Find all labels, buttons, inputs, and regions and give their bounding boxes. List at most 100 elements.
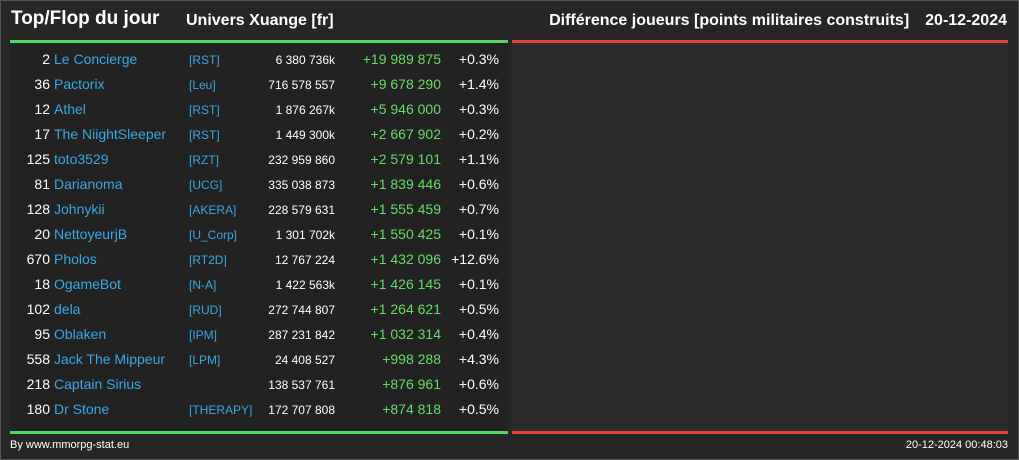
player-name-link[interactable]: OgameBot xyxy=(54,276,121,292)
alliance-tag-link[interactable]: [U_Corp] xyxy=(189,228,238,242)
table-row: 125 toto3529 [RZT] 232 959 860 +2 579 101 +1.… xyxy=(10,147,508,172)
flop-panel-bottom-bar xyxy=(512,431,1008,434)
alliance-tag-link[interactable]: [UCG] xyxy=(189,178,223,192)
player-diff: +2 579 101 xyxy=(370,151,441,167)
player-name-link[interactable]: Darianoma xyxy=(54,176,123,192)
player-rank: 36 xyxy=(34,76,50,92)
alliance-tag-link[interactable]: [AKERA] xyxy=(189,203,237,217)
player-percent: +1.1% xyxy=(458,151,499,167)
player-rank: 218 xyxy=(26,376,50,392)
player-total: 287 231 842 xyxy=(268,328,335,342)
alliance-tag-link[interactable]: [RST] xyxy=(189,103,220,117)
player-percent: +4.3% xyxy=(458,351,499,367)
player-diff: +1 426 145 xyxy=(370,276,441,292)
player-rank: 102 xyxy=(26,301,50,317)
player-percent: +1.4% xyxy=(458,76,499,92)
player-rank: 18 xyxy=(34,276,50,292)
alliance-tag-link[interactable]: [RUD] xyxy=(189,303,222,317)
player-name-link[interactable]: Dr Stone xyxy=(54,401,110,417)
top-panel-bottom-bar xyxy=(10,431,508,434)
table-row: 180 Dr Stone [THERAPY] 172 707 808 +874 818 +… xyxy=(10,397,508,422)
player-name-link[interactable]: Johnykii xyxy=(54,201,105,217)
table-row: 36 Pactorix [Leu] 716 578 557 +9 678 290 +1.4… xyxy=(10,72,508,97)
player-total: 6 380 736k xyxy=(275,53,335,67)
player-percent: +0.1% xyxy=(458,226,499,242)
player-diff: +1 264 621 xyxy=(370,301,441,317)
player-diff: +19 989 875 xyxy=(362,51,441,67)
player-percent: +0.1% xyxy=(458,276,499,292)
player-rank: 20 xyxy=(34,226,50,242)
table-row: 2 Le Concierge [RST] 6 380 736k +19 989 875 +… xyxy=(10,47,508,72)
player-diff: +5 946 000 xyxy=(370,101,441,117)
player-percent: +0.7% xyxy=(458,201,499,217)
player-rank: 2 xyxy=(42,51,50,67)
player-rank: 670 xyxy=(26,251,50,267)
player-percent: +0.6% xyxy=(458,376,499,392)
table-row: 558 Jack The Mippeur [LPM] 24 408 527 +998 2… xyxy=(10,347,508,372)
player-name-link[interactable]: Captain Sirius xyxy=(54,376,142,392)
alliance-tag-link[interactable]: [Leu] xyxy=(189,78,216,92)
player-name-link[interactable]: Athel xyxy=(54,101,86,117)
table-row: 81 Darianoma [UCG] 335 038 873 +1 839 446 +0.… xyxy=(10,172,508,197)
player-diff: +1 032 314 xyxy=(370,326,441,342)
flop-panel-top-bar xyxy=(512,40,1008,43)
alliance-tag-link[interactable]: [RST] xyxy=(189,53,220,67)
alliance-tag-link[interactable]: [RST] xyxy=(189,128,220,142)
table-row: 670 Pholos [RT2D] 12 767 224 +1 432 096 +12.6… xyxy=(10,247,508,272)
player-name-link[interactable]: Pholos xyxy=(54,251,97,267)
table-row: 102 dela [RUD] 272 744 807 +1 264 621 +0.5% xyxy=(10,297,508,322)
player-name-link[interactable]: Le Concierge xyxy=(54,51,138,67)
table-row: 128 Johnykii [AKERA] 228 579 631 +1 555 459 +… xyxy=(10,197,508,222)
universe-label: Univers Xuange [fr] xyxy=(186,12,334,29)
player-diff: +874 818 xyxy=(382,401,441,417)
player-rank: 81 xyxy=(34,176,50,192)
category-label: Différence joueurs [points militaires co… xyxy=(549,12,910,29)
player-total: 138 537 761 xyxy=(268,378,335,392)
player-percent: +0.2% xyxy=(458,126,499,142)
player-percent: +0.5% xyxy=(458,401,499,417)
player-total: 12 767 224 xyxy=(274,253,335,267)
player-total: 1 449 300k xyxy=(275,128,335,142)
alliance-tag-link[interactable]: [THERAPY] xyxy=(189,403,253,417)
player-diff: +998 288 xyxy=(382,351,441,367)
player-rank: 17 xyxy=(34,126,50,142)
table-row: 17 The NiightSleeper [RST] 1 449 300k +2 667… xyxy=(10,122,508,147)
player-total: 716 578 557 xyxy=(268,78,335,92)
player-name-link[interactable]: toto3529 xyxy=(54,151,109,167)
header-date: 20-12-2024 xyxy=(925,12,1007,29)
player-total: 172 707 808 xyxy=(268,403,335,417)
player-diff: +2 667 902 xyxy=(370,126,441,142)
player-rank: 125 xyxy=(26,151,50,167)
flop-panel xyxy=(512,43,1008,431)
alliance-tag-link[interactable]: [RT2D] xyxy=(189,253,227,267)
player-diff: +1 432 096 xyxy=(370,251,441,267)
player-total: 1 422 563k xyxy=(275,278,335,292)
player-total: 24 408 527 xyxy=(274,353,335,367)
player-name-link[interactable]: The NiightSleeper xyxy=(54,126,167,142)
player-percent: +0.5% xyxy=(458,301,499,317)
table-row: 12 Athel [RST] 1 876 267k +5 946 000 +0.3% xyxy=(10,97,508,122)
player-percent: +0.6% xyxy=(458,176,499,192)
alliance-tag-link[interactable]: [RZT] xyxy=(189,153,219,167)
player-diff: +1 839 446 xyxy=(370,176,441,192)
header-right: Différence joueurs [points militaires co… xyxy=(533,12,1007,30)
footer-timestamp: 20-12-2024 00:48:03 xyxy=(905,439,1008,451)
player-rank: 558 xyxy=(26,351,50,367)
player-name-link[interactable]: dela xyxy=(54,301,81,317)
player-total: 232 959 860 xyxy=(268,153,335,167)
player-name-link[interactable]: NettoyeurjB xyxy=(54,226,128,242)
player-percent: +0.3% xyxy=(458,51,499,67)
table-row: 18 OgameBot [N-A] 1 422 563k +1 426 145 +0.1% xyxy=(10,272,508,297)
player-name-link[interactable]: Pactorix xyxy=(54,76,105,92)
player-name-link[interactable]: Oblaken xyxy=(54,326,107,342)
player-total: 1 876 267k xyxy=(275,103,335,117)
player-total: 228 579 631 xyxy=(268,203,335,217)
player-total: 272 744 807 xyxy=(268,303,335,317)
player-diff: +876 961 xyxy=(382,376,441,392)
alliance-tag-link[interactable]: [N-A] xyxy=(189,278,217,292)
alliance-tag-link[interactable]: [IPM] xyxy=(189,328,218,342)
alliance-tag-link[interactable]: [LPM] xyxy=(189,353,221,367)
player-name-link[interactable]: Jack The Mippeur xyxy=(54,351,166,367)
page-title: Top/Flop du jour xyxy=(11,8,160,29)
player-rank: 180 xyxy=(26,401,50,417)
